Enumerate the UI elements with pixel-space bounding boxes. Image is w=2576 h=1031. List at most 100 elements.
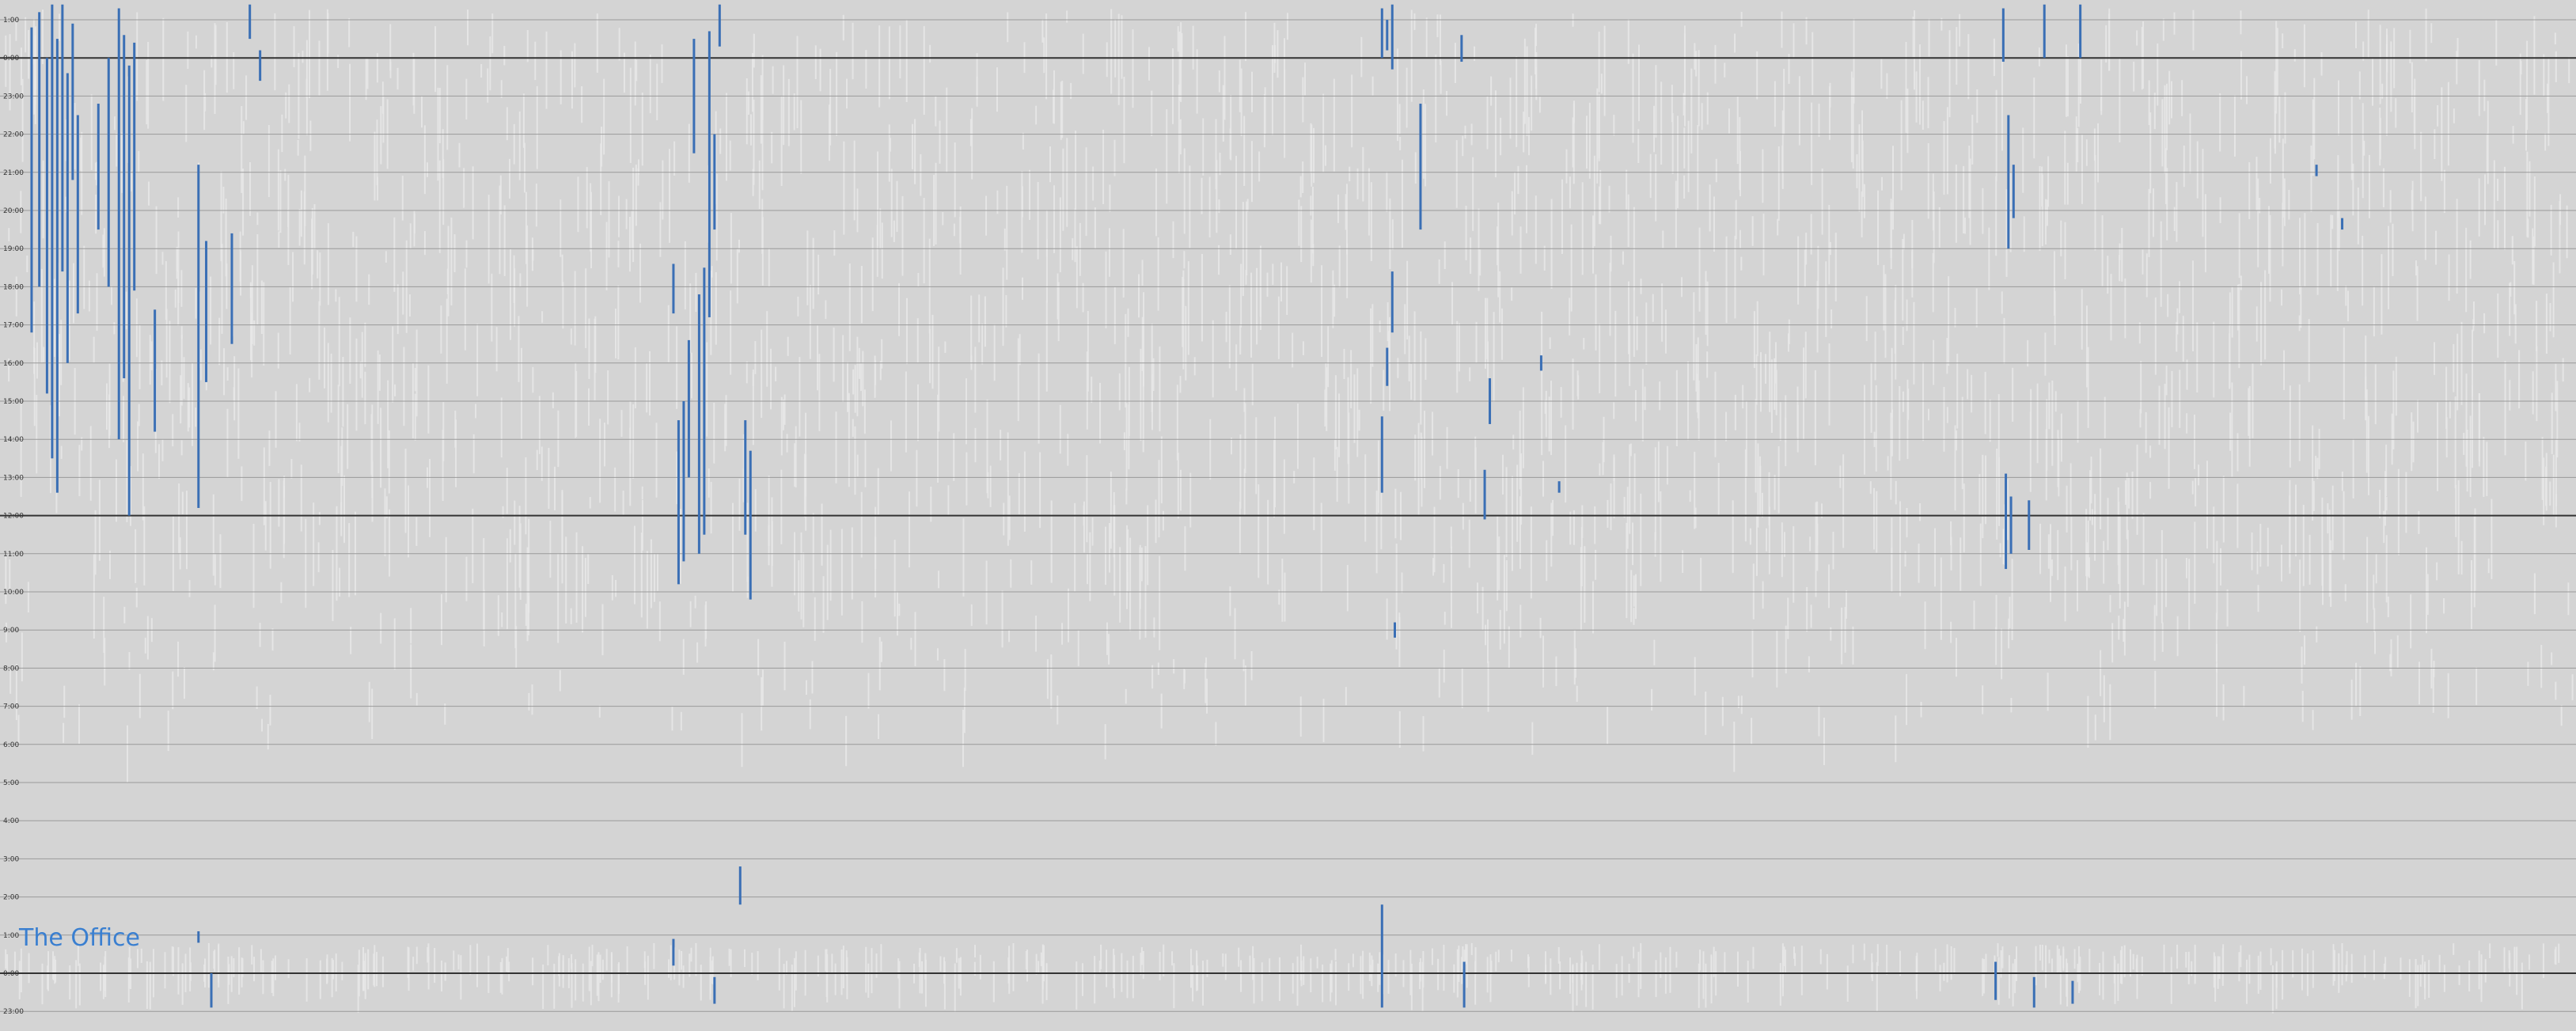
other-mark-2558	[2453, 343, 2455, 392]
other-mark-2008	[518, 111, 521, 180]
other-mark-485	[985, 195, 988, 236]
other-mark-1666	[423, 125, 426, 195]
other-mark-862	[2054, 290, 2056, 346]
other-mark-2476	[519, 273, 522, 287]
other-mark-714	[327, 223, 329, 305]
other-mark-782	[1713, 946, 1715, 977]
other-mark-789	[695, 942, 697, 976]
other-mark-312	[993, 324, 996, 381]
other-mark-396	[1025, 950, 1027, 970]
other-mark-216	[1982, 454, 1984, 539]
other-mark-1311	[1320, 502, 1322, 593]
other-mark-1328	[1249, 955, 1251, 972]
other-mark-2140	[1881, 176, 1884, 191]
other-mark-1873	[2443, 965, 2445, 992]
other-mark-2289	[1201, 177, 1203, 214]
other-mark-674	[2486, 442, 2488, 496]
other-mark-465	[786, 434, 788, 453]
other-mark-1021	[195, 288, 197, 319]
other-mark-1770	[1734, 394, 1736, 430]
other-mark-2275	[509, 249, 511, 340]
other-mark-1174	[541, 311, 544, 323]
other-mark-890	[1690, 68, 1693, 154]
other-mark-1178	[1310, 958, 1312, 992]
other-mark-627	[814, 45, 817, 79]
other-mark-246	[221, 244, 223, 334]
other-mark-132	[317, 250, 319, 279]
other-mark-2113	[2395, 356, 2397, 416]
other-mark-1159	[2463, 433, 2465, 455]
other-mark-969	[996, 67, 998, 112]
other-mark-1466	[1756, 301, 1758, 356]
other-mark-2176	[965, 378, 967, 445]
other-mark-2523	[1465, 205, 1467, 260]
other-mark-1243	[969, 119, 972, 146]
other-mark-220	[1740, 11, 1743, 27]
other-mark-1981	[1277, 296, 1280, 359]
other-mark-163	[742, 434, 745, 502]
other-mark-599	[20, 948, 22, 993]
other-mark-2495	[1632, 522, 1634, 566]
other-mark-848	[1694, 43, 1696, 70]
other-mark-1079	[1499, 271, 1501, 323]
other-mark-2343	[625, 199, 628, 229]
other-mark-651	[1997, 394, 2000, 478]
other-mark-2415	[939, 956, 942, 972]
other-mark-2068	[943, 961, 946, 1010]
other-mark-1750	[1458, 323, 1460, 372]
other-mark-648	[1599, 324, 1601, 394]
other-mark-834	[1151, 324, 1153, 412]
other-mark-2241	[1322, 964, 1324, 1003]
other-mark-2318	[465, 240, 468, 268]
other-mark-2562	[2229, 333, 2231, 389]
other-mark-2063	[188, 387, 191, 428]
other-mark-208	[1151, 90, 1153, 137]
other-mark-882	[929, 44, 931, 63]
other-mark-259	[598, 952, 600, 1002]
other-mark-1785	[60, 320, 63, 385]
other-mark-518	[1330, 963, 1332, 1002]
other-mark-1984	[888, 26, 890, 100]
other-mark-801	[1545, 390, 1547, 438]
other-mark-1413	[2345, 285, 2347, 306]
other-mark-1251	[1594, 506, 1596, 544]
highlight-mark-12	[123, 35, 126, 379]
other-mark-503	[1576, 962, 1578, 1006]
other-mark-1338	[2124, 278, 2126, 339]
other-mark-2401	[2132, 953, 2134, 970]
other-mark-2158	[1706, 351, 1709, 378]
other-mark-1275	[1924, 601, 1926, 650]
other-mark-1888	[381, 956, 384, 987]
other-mark-656	[2511, 236, 2513, 265]
other-mark-1742	[831, 953, 833, 974]
other-mark-742	[13, 951, 16, 972]
other-mark-2285	[2382, 168, 2384, 207]
other-mark-1614	[1946, 107, 1948, 195]
other-mark-1146	[1747, 961, 1749, 1003]
other-mark-119	[1487, 661, 1489, 712]
highlight-mark-24	[687, 339, 690, 478]
other-mark-1875	[1368, 952, 1371, 982]
other-mark-1491	[1140, 947, 1143, 965]
other-mark-1403	[472, 166, 474, 240]
other-mark-1703	[2248, 385, 2251, 467]
other-mark-1262	[711, 961, 713, 984]
other-mark-1339	[2158, 385, 2161, 445]
other-mark-1538	[898, 961, 901, 1009]
other-mark-944	[2255, 306, 2258, 342]
highlight-mark-6	[66, 73, 69, 363]
other-mark-247	[1705, 963, 1707, 1008]
other-mark-23	[1178, 84, 1180, 174]
other-mark-657	[586, 167, 588, 229]
other-mark-792	[970, 295, 973, 365]
other-mark-443	[2298, 218, 2301, 295]
other-mark-384	[2516, 946, 2518, 995]
y-tick-label-11: 14:00	[3, 436, 24, 444]
other-mark-2559	[2191, 480, 2194, 495]
other-mark-424	[1406, 67, 1408, 128]
other-mark-1101	[409, 223, 412, 248]
other-mark-904	[280, 582, 283, 604]
other-mark-1547	[2532, 371, 2534, 415]
other-mark-1671	[1550, 199, 1553, 289]
other-mark-2300	[366, 59, 369, 89]
